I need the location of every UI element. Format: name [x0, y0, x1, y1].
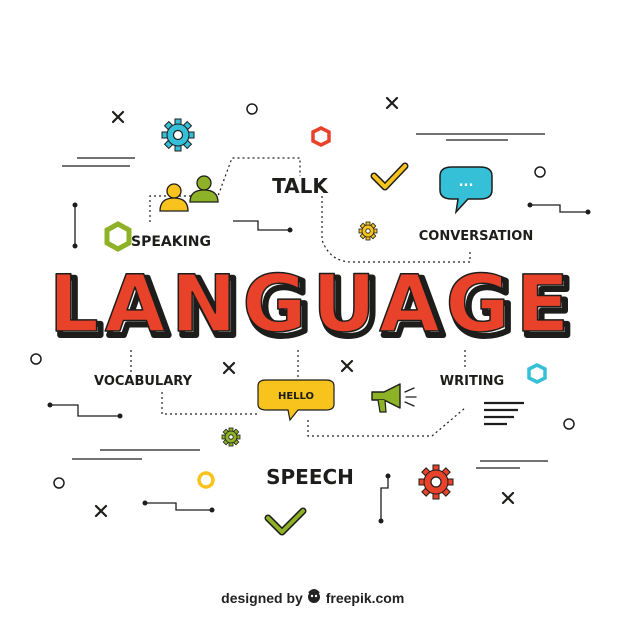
footer-designed-by: designed by: [221, 590, 303, 606]
hexagon-cyan: [527, 363, 547, 384]
circle-icon: [30, 353, 42, 365]
connector-speaking-talk: [149, 157, 301, 222]
word-speaking: SPEAKING: [131, 234, 211, 250]
hexagon-icon: [104, 221, 132, 252]
circle-icon: [53, 477, 65, 489]
gear-icon: [358, 221, 378, 241]
megaphone-icon: [371, 383, 417, 413]
text-lines-icon: [484, 401, 524, 426]
gear-icon: [161, 118, 195, 152]
hexagon-olive: [104, 221, 132, 252]
ring-yellow: [197, 471, 215, 489]
hexagon-orange: [311, 126, 331, 147]
person-yellow: [159, 183, 189, 212]
footer-brand-link[interactable]: freepik.com: [326, 590, 405, 606]
chat-bubble-icon: ...: [439, 166, 493, 215]
decor-line: [380, 476, 389, 521]
freepik-logo-icon: [308, 589, 320, 603]
footer: designed by freepik.com: [221, 589, 405, 606]
close-icon: [340, 359, 354, 373]
page-title: LANGUAGE: [49, 260, 575, 350]
decor-dots: [47, 202, 591, 524]
close-icon: [501, 491, 515, 505]
decor-line: [530, 204, 588, 213]
connector-hello-writing: [307, 407, 466, 437]
checkmark-icon: [264, 507, 307, 536]
circle-icon: [246, 103, 258, 115]
hello-bubble: HELLO: [257, 379, 335, 422]
x-marks: [94, 96, 515, 518]
gear-icon: [221, 427, 241, 447]
word-talk: TALK: [272, 174, 329, 198]
decor-line: [233, 220, 290, 231]
people-icon: [159, 175, 219, 212]
title-shadow: LANGUAGE: [53, 264, 579, 354]
circle-icon: [197, 471, 215, 489]
hello-label: HELLO: [278, 391, 314, 402]
word-writing: WRITING: [440, 374, 504, 389]
dotted-connectors: [130, 157, 471, 437]
title-group: LANGUAGE LANGUAGE: [48, 259, 579, 357]
checkmark-icon: [370, 162, 409, 191]
connector-talk-conversation: [321, 196, 471, 263]
word-conversation: CONVERSATION: [419, 229, 533, 244]
chat-dots: ...: [459, 175, 474, 190]
gear-icon: [418, 464, 454, 500]
circle-icon: [534, 166, 546, 178]
decor-line: [145, 502, 212, 511]
circle-icon: [563, 418, 575, 430]
person-olive: [189, 175, 219, 203]
close-icon: [222, 361, 236, 375]
word-vocabulary: VOCABULARY: [94, 374, 193, 389]
close-icon: [385, 96, 399, 110]
decor-line: [50, 404, 120, 417]
close-icon: [111, 110, 125, 124]
hexagon-icon: [311, 126, 331, 147]
connector-vocab-hello: [161, 392, 258, 415]
close-icon: [94, 504, 108, 518]
word-speech: SPEECH: [266, 465, 354, 489]
small-circles: [30, 103, 575, 489]
decor-lines: [50, 133, 588, 521]
hexagon-icon: [527, 363, 547, 384]
